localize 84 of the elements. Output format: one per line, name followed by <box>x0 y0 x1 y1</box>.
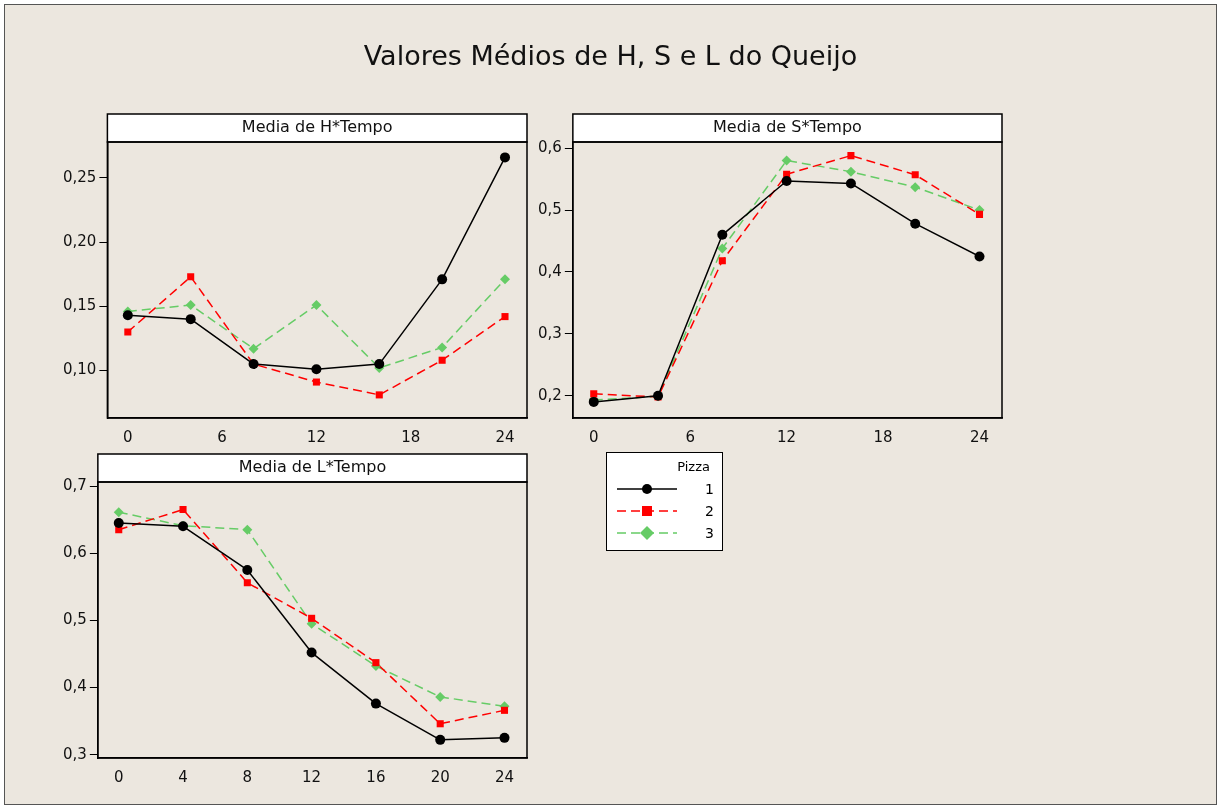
point <box>845 166 856 177</box>
point <box>242 524 253 535</box>
legend-title: Pizza <box>676 459 711 474</box>
point <box>718 257 726 265</box>
y-tick-label: 0,3 <box>63 744 87 763</box>
x-tick-label: 12 <box>777 427 797 446</box>
x-tick-label: 16 <box>366 767 386 786</box>
x-tick-label: 4 <box>178 767 188 786</box>
x-tick-label: 6 <box>217 427 227 446</box>
point <box>311 364 322 375</box>
point <box>436 720 444 728</box>
y-tick-label: 0,20 <box>62 232 97 251</box>
y-tick-label: 0,2 <box>538 385 562 404</box>
chart-title: Media de S*Tempo <box>713 117 862 137</box>
x-tick-label: 24 <box>969 427 990 446</box>
point <box>438 356 446 364</box>
point <box>910 182 921 193</box>
point <box>375 391 383 399</box>
y-tick-label: 0,5 <box>63 610 87 629</box>
y-tick-label: 0,4 <box>538 261 562 280</box>
point <box>308 614 316 622</box>
point <box>781 155 792 166</box>
point <box>435 691 446 702</box>
point <box>124 328 132 336</box>
x-tick-label: 12 <box>302 767 322 786</box>
point <box>501 313 509 321</box>
point <box>312 378 320 386</box>
x-tick-label: 0 <box>123 427 133 446</box>
point <box>179 506 187 514</box>
point <box>499 732 510 743</box>
x-tick-label: 18 <box>873 427 893 446</box>
y-tick-label: 0,25 <box>62 167 97 186</box>
x-tick-label: 24 <box>495 427 515 446</box>
chart-title: Media de H*Tempo <box>241 117 393 137</box>
point <box>500 274 510 285</box>
point <box>243 579 251 587</box>
point <box>590 390 598 398</box>
legend-label: 3 <box>705 525 714 541</box>
point <box>185 300 196 311</box>
y-tick-label: 0,5 <box>538 199 562 218</box>
point <box>435 734 446 745</box>
point <box>437 342 448 353</box>
point <box>113 507 124 518</box>
x-tick-label: 0 <box>588 427 599 446</box>
point <box>311 300 322 311</box>
x-tick-label: 12 <box>306 427 326 446</box>
point <box>781 175 792 186</box>
point <box>370 698 381 709</box>
point <box>306 647 317 658</box>
text: Valores Médios de H, S e L do Queijo <box>362 40 859 71</box>
point <box>122 310 133 321</box>
point <box>113 517 124 528</box>
point <box>242 564 253 575</box>
point <box>911 171 919 179</box>
chart-title: Media de L*Tempo <box>238 457 387 477</box>
x-tick-label: 18 <box>401 427 421 446</box>
point <box>975 210 984 218</box>
point <box>845 178 856 189</box>
point <box>187 273 195 281</box>
x-tick-label: 24 <box>494 767 515 786</box>
y-tick-label: 0,10 <box>62 360 97 379</box>
legend-label: 2 <box>705 503 714 519</box>
point <box>847 152 855 160</box>
point <box>248 343 259 354</box>
y-tick-label: 0,4 <box>63 677 87 696</box>
point <box>500 706 509 714</box>
y-tick-label: 0,6 <box>538 138 562 157</box>
point <box>437 274 448 285</box>
y-tick-label: 0,3 <box>538 323 562 342</box>
point <box>974 251 985 262</box>
point <box>717 229 728 240</box>
x-tick-label: 6 <box>685 427 695 446</box>
x-tick-label: 20 <box>430 767 450 786</box>
y-tick-label: 0,15 <box>62 296 97 315</box>
legend-label: 1 <box>705 481 714 497</box>
x-tick-label: 8 <box>242 767 253 786</box>
y-tick-label: 0,6 <box>63 543 87 562</box>
point <box>500 152 510 163</box>
point <box>372 659 380 667</box>
y-tick-label: 0,7 <box>63 475 87 494</box>
point <box>185 314 196 325</box>
point <box>717 243 728 254</box>
x-tick-label: 0 <box>113 767 124 786</box>
point <box>910 218 921 229</box>
